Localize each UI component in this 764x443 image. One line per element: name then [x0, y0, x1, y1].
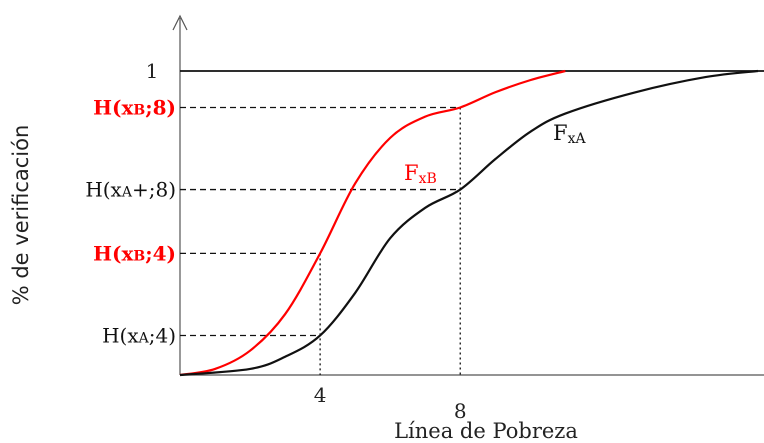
curve-FxB [179, 69, 566, 377]
y-annotation-label-part: H(x [93, 95, 134, 119]
y-annotation-label: H(xB;4) [93, 241, 176, 265]
labels: % de verificación Línea de Pobreza 1 FxB… [9, 59, 586, 443]
y-annotation-label: H(xA;4) [102, 323, 176, 347]
y-annotation-label-part: B [133, 248, 145, 264]
y-annotation-label-part: ;4) [145, 241, 176, 265]
curves [179, 69, 759, 377]
x-tick-label: 8 [454, 399, 467, 423]
y-annotation-label: H(xA+;8) [85, 178, 176, 202]
y-annotation-label-part: ;4) [149, 323, 176, 347]
y-annotation-label-part: H(x [85, 178, 122, 202]
y-annotation-label-part: H(x [93, 241, 134, 265]
series-label-FxA: FxA [553, 121, 586, 147]
y-axis-label: % de verificación [9, 125, 33, 306]
y-annotation-label-part: A [138, 330, 150, 346]
x-axis-label: Línea de Pobreza [394, 419, 578, 443]
series-label-subscript: xA [568, 131, 587, 147]
y-annotation-label: H(xB;8) [93, 95, 176, 119]
series-label-subscript: xB [419, 171, 437, 187]
y-annotation-label-part: A [121, 185, 133, 201]
y-annotation-label-part: +;8) [132, 178, 176, 202]
reference-lines [180, 106, 461, 375]
x-tick-label: 4 [314, 383, 327, 407]
y-annotation-label-part: ;8) [145, 95, 176, 119]
curve-FxA [179, 69, 759, 377]
y-axis-arrow [172, 14, 188, 31]
series-label-FxB: FxB [404, 161, 437, 187]
y-annotation-label-part: H(x [102, 323, 139, 347]
y-annotation-label-part: B [133, 102, 145, 118]
axes [172, 14, 764, 376]
y-tick-one: 1 [146, 59, 159, 83]
